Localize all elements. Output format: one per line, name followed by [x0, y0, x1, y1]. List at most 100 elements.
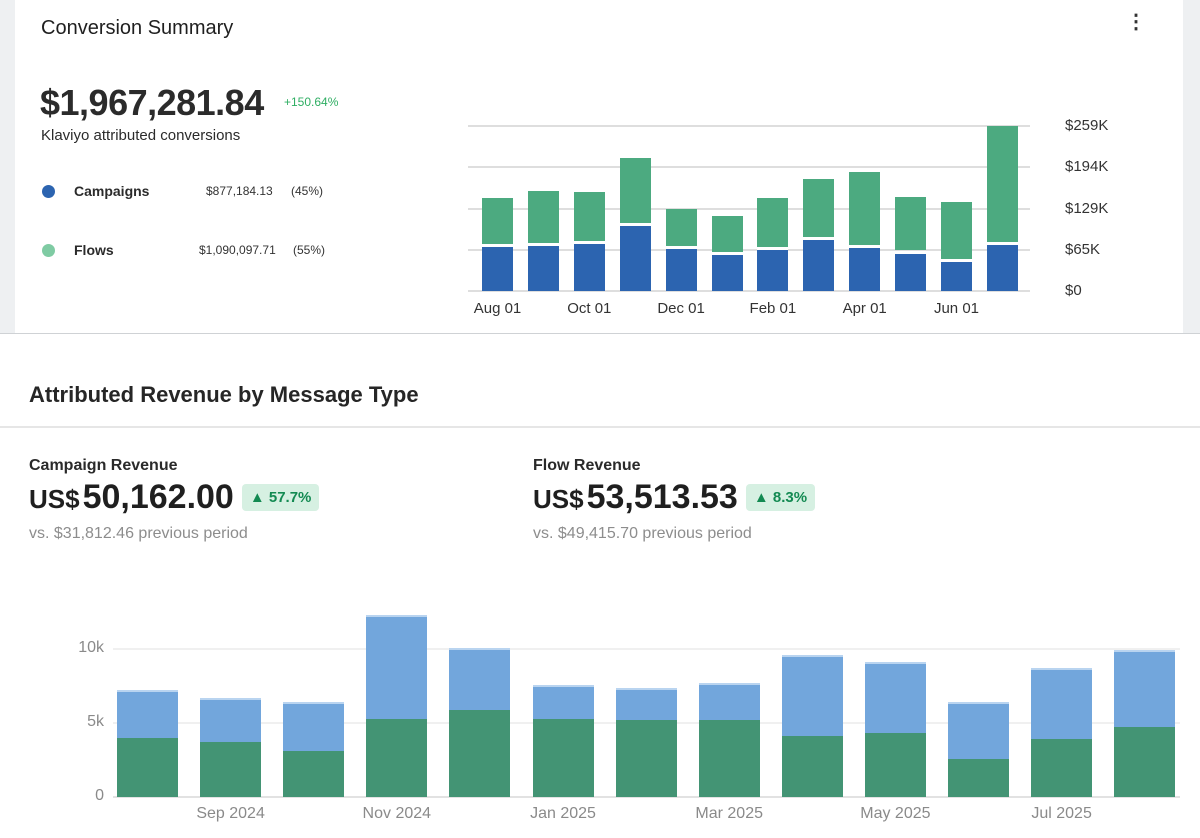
flows-bar [619, 157, 651, 224]
flow-revenue-label: Flow Revenue [533, 457, 641, 474]
legend-share-flows: (55%) [293, 243, 326, 257]
campaign-revenue-bar [283, 702, 345, 752]
flows-bar [573, 192, 605, 241]
section-divider [0, 426, 1200, 428]
triangle-up-icon: ▲ [249, 489, 269, 506]
gridline [113, 722, 1180, 724]
campaigns-bar [711, 253, 743, 291]
change-value: 8.3% [772, 489, 808, 506]
y-tick-label: 5k [87, 713, 104, 730]
flows-legend-dot [42, 244, 55, 257]
y-tick-label: 10k [78, 639, 104, 656]
campaign-revenue-bar [1031, 667, 1093, 740]
y-tick-label: $65K [1065, 240, 1101, 258]
gridline [113, 648, 1180, 650]
campaign-revenue-bar [864, 662, 926, 734]
x-tick-label: Oct 01 [567, 300, 612, 317]
gridline [468, 290, 1030, 292]
gridline [468, 166, 1030, 169]
x-tick-label: Dec 01 [657, 300, 705, 317]
change-percent: +150.64% [284, 95, 339, 109]
campaigns-bar [986, 242, 1018, 291]
flow-revenue-bar [864, 733, 926, 797]
gridline [468, 125, 1030, 127]
campaigns-legend-dot [42, 185, 55, 198]
campaign-revenue-bar [117, 690, 178, 738]
currency: US$ [533, 484, 584, 514]
gridline [468, 248, 1030, 251]
x-tick-label: Jan 2025 [530, 805, 596, 822]
flow-revenue-bar [283, 751, 345, 797]
gridline [113, 796, 1180, 798]
campaigns-bar [619, 224, 651, 291]
x-tick-label: Apr 01 [842, 300, 887, 317]
flow-revenue-bar [1114, 726, 1176, 797]
flows-bar [711, 215, 743, 253]
total-conversions: $1,967,281.84 [40, 82, 264, 123]
flow-revenue-bar [615, 720, 677, 797]
y-tick-label: $259K [1065, 117, 1109, 134]
campaign-revenue-bar [1114, 649, 1176, 727]
x-tick-label: Jul 2025 [1031, 805, 1092, 822]
y-tick-label: 0 [95, 787, 104, 804]
campaign-revenue-bar [781, 654, 843, 736]
x-tick-label: Mar 2025 [695, 805, 763, 822]
flow-revenue-value-row: US$53,513.53 ▲ 8.3% [533, 478, 816, 517]
campaigns-bar [482, 245, 513, 291]
campaign-change-badge: ▲ 57.7% [241, 484, 320, 511]
legend-label-campaigns: Campaigns [74, 183, 150, 199]
campaigns-bar [941, 259, 972, 291]
flow-revenue-bar [1031, 739, 1093, 797]
campaign-revenue-bar [366, 614, 428, 719]
x-tick-label: Sep 2024 [196, 805, 265, 822]
flow-revenue-bar [449, 709, 511, 797]
flows-bar [941, 202, 972, 259]
section-title: Attributed Revenue by Message Type [29, 382, 419, 407]
y-tick-label: $0 [1065, 282, 1082, 299]
currency: US$ [29, 484, 80, 514]
x-tick-label: Feb 01 [749, 300, 797, 317]
flow-revenue-bar [532, 718, 594, 797]
campaigns-bar [895, 251, 927, 291]
amount: 50,162.00 [82, 478, 234, 516]
flow-revenue-bar [366, 718, 428, 797]
amount: 53,513.53 [586, 478, 738, 516]
x-tick-label: Nov 2024 [362, 805, 432, 822]
conversion-summary-panel: Conversion Summary ⋮ $1,967,281.84 +150.… [0, 0, 1200, 334]
flows-bar [482, 197, 513, 245]
legend-value-flows: $1,090,097.71 [199, 243, 276, 257]
flow-revenue-bar [117, 737, 178, 797]
campaign-revenue-bar [615, 688, 677, 721]
triangle-up-icon: ▲ [753, 489, 773, 506]
x-tick-label: Aug 01 [473, 300, 522, 317]
flow-revenue-amount: US$53,513.53 [533, 478, 738, 517]
campaigns-bar [573, 241, 605, 291]
flow-revenue-bar [200, 742, 262, 797]
y-tick-label: $129K [1065, 199, 1109, 217]
flow-revenue-bar [781, 735, 843, 797]
campaign-revenue-amount: US$50,162.00 [29, 478, 234, 517]
legend-share-campaigns: (45%) [291, 184, 324, 198]
flows-bar [757, 197, 789, 248]
campaigns-bar [665, 247, 697, 291]
legend-label-flows: Flows [74, 242, 114, 258]
flows-bar [665, 209, 697, 247]
flow-revenue-bar [698, 720, 760, 797]
campaign-revenue-bar [449, 647, 511, 710]
flow-revenue-bar [948, 758, 1009, 797]
change-value: 57.7% [268, 489, 312, 506]
total-subtitle: Klaviyo attributed conversions [41, 127, 241, 144]
campaign-revenue-bar [532, 684, 594, 719]
kebab-menu-icon[interactable]: ⋮ [1126, 11, 1146, 33]
flow-change-badge: ▲ 8.3% [745, 484, 816, 511]
y-tick-label: $194K [1065, 158, 1109, 176]
campaigns-bar [849, 245, 881, 291]
card-title: Conversion Summary [41, 17, 234, 39]
x-tick-label: Jun 01 [933, 300, 980, 317]
flow-previous: vs. $49,415.70 previous period [533, 525, 752, 542]
campaign-revenue-label: Campaign Revenue [29, 457, 178, 474]
campaigns-bar [527, 244, 559, 291]
campaigns-bar [757, 248, 789, 291]
gridline [468, 207, 1030, 210]
campaign-revenue-bar [948, 702, 1009, 759]
